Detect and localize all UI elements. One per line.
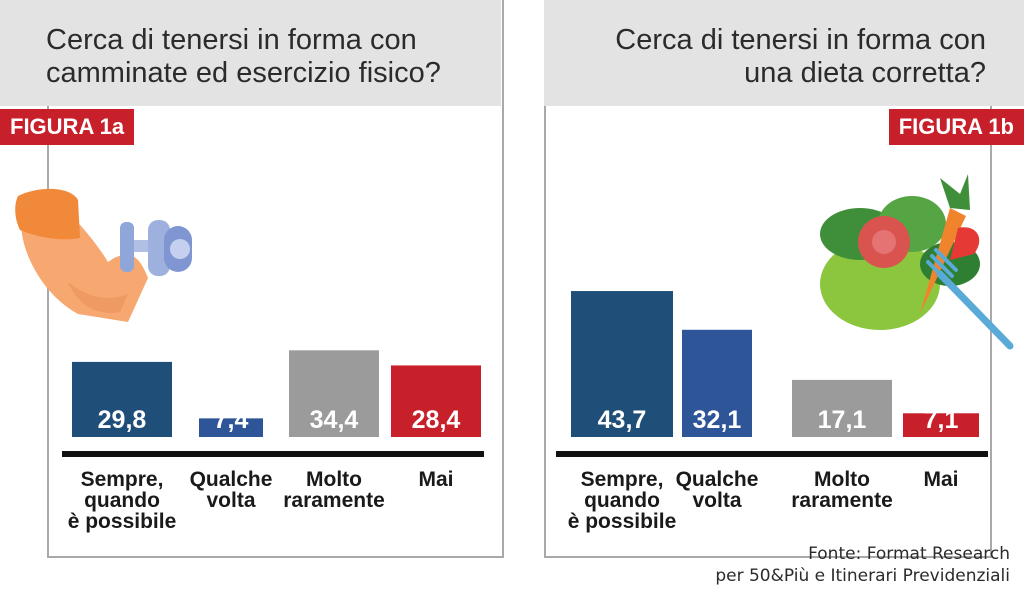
right-bar-1 bbox=[571, 291, 673, 437]
right-value-label-3: 17,1 bbox=[818, 406, 867, 434]
left-value-label-2: 7,4 bbox=[214, 406, 249, 434]
left-bar-1 bbox=[72, 361, 172, 437]
right-category-label-2: Qualche volta bbox=[676, 468, 759, 512]
left-panel-header bbox=[0, 0, 501, 106]
left-category-label-4: Mai bbox=[418, 468, 453, 491]
right-question-line-1: Cerca di tenersi in forma con bbox=[615, 24, 986, 56]
left-value-label-1: 29,8 bbox=[98, 406, 147, 434]
right-category-label-3: Molto raramente bbox=[791, 468, 893, 512]
left-bar-4 bbox=[391, 365, 481, 437]
left-bar-3 bbox=[289, 350, 379, 437]
right-question: Cerca di tenersi in forma con una dieta … bbox=[615, 24, 986, 90]
right-bar-3 bbox=[792, 379, 892, 437]
left-question: Cerca di tenersi in forma con camminate … bbox=[46, 24, 441, 90]
left-category-label-3: Molto raramente bbox=[283, 468, 385, 512]
right-value-label-4: 7,1 bbox=[924, 406, 959, 434]
salad-fork-icon bbox=[820, 174, 1014, 350]
source-note: Fonte: Format Research per 50&Più e Itin… bbox=[715, 543, 1010, 587]
figure-1b-badge: FIGURA 1b bbox=[888, 109, 1024, 145]
left-value-label-3: 34,4 bbox=[310, 406, 359, 434]
arm-dumbbell-icon bbox=[15, 188, 192, 322]
left-bar-2 bbox=[199, 418, 263, 437]
right-category-label-1: Sempre, quando è possibile bbox=[568, 468, 677, 533]
source-line-2: per 50&Più e Itinerari Previdenziali bbox=[715, 566, 1010, 586]
right-value-label-2: 32,1 bbox=[693, 406, 742, 434]
right-value-label-1: 43,7 bbox=[598, 406, 647, 434]
left-question-line-1: Cerca di tenersi in forma con bbox=[46, 24, 417, 56]
right-question-line-2: una dieta corretta? bbox=[744, 57, 986, 89]
source-line-1: Fonte: Format Research bbox=[808, 544, 1010, 564]
left-question-line-2: camminate ed esercizio fisico? bbox=[46, 57, 441, 89]
left-category-label-1: Sempre, quando è possibile bbox=[68, 468, 177, 533]
right-panel-header bbox=[544, 0, 1024, 106]
left-category-label-2: Qualche volta bbox=[190, 468, 273, 512]
right-bar-2 bbox=[682, 329, 752, 437]
right-category-label-4: Mai bbox=[923, 468, 958, 491]
right-bar-4 bbox=[903, 413, 979, 437]
left-value-label-4: 28,4 bbox=[412, 406, 461, 434]
figure-1a-badge: FIGURA 1a bbox=[0, 109, 135, 145]
